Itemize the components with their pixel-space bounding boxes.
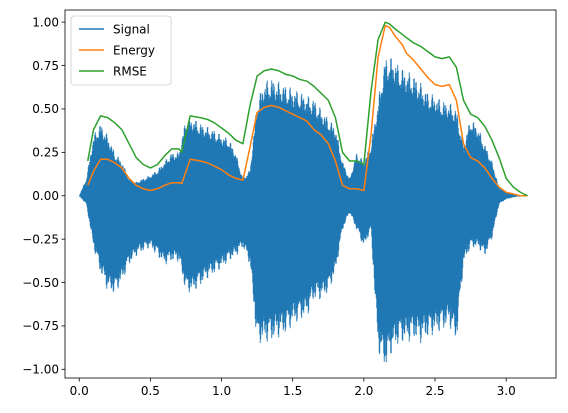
y-tick-label: −0.50 [22,276,59,290]
y-tick-label: 1.00 [32,15,59,29]
axes-frame [64,9,557,379]
legend-label-signal: Signal [113,22,150,36]
y-tick-label: −0.25 [22,232,59,246]
y-tick-label: −0.75 [22,319,59,333]
series-rmse-line [87,21,528,197]
x-tick-label: 2.5 [425,384,444,398]
x-tick-label: 1.5 [283,384,302,398]
y-tick-label: 0.25 [32,146,59,160]
series-layer [79,21,528,363]
legend: Signal Energy RMSE [70,15,172,86]
series-signal-waveform [79,58,521,363]
plot-area: 0.0 0.5 1.0 1.5 2.0 2.5 3.0 −1.00 −0.75 −0.50 −0.2… [22,9,557,398]
legend-label-energy: Energy [113,43,155,57]
x-tick-label: 0.5 [141,384,160,398]
legend-box [70,15,172,86]
y-tick-label: 0.75 [32,59,59,73]
x-tick-label: 1.0 [212,384,231,398]
x-tick-label: 0.0 [70,384,89,398]
series-energy-line [87,24,528,197]
axes-layer: 0.0 0.5 1.0 1.5 2.0 2.5 3.0 −1.00 −0.75 −0.50 −0.2… [22,9,557,398]
x-tick-label: 2.0 [354,384,373,398]
y-tick-label: 0.00 [32,189,59,203]
legend-label-rmse: RMSE [113,64,147,78]
y-tick-label: 0.50 [32,102,59,116]
x-tick-label: 3.0 [497,384,516,398]
y-tick-label: −1.00 [22,363,59,377]
